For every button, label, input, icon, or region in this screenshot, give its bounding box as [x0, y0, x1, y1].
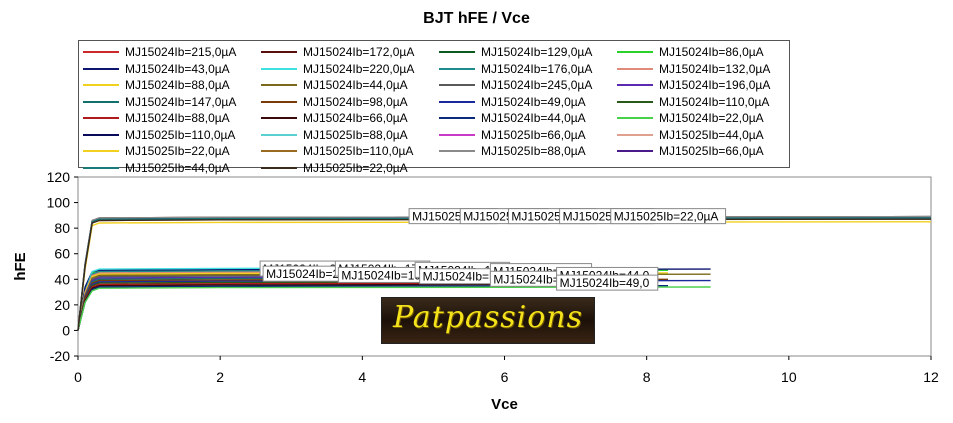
legend-swatch [83, 133, 119, 136]
legend-label: MJ15025Ib=22,0µA [125, 144, 230, 158]
legend-label: MJ15024Ib=172,0µA [303, 45, 415, 59]
legend-label: MJ15025Ib=44,0µA [659, 127, 764, 142]
legend-label: MJ15024Ib=176,0µA [481, 61, 593, 76]
legend-swatch [617, 100, 653, 103]
legend-label: MJ15025Ib=66,0µA [659, 144, 764, 158]
legend-swatch [261, 100, 297, 103]
legend-label: MJ15024Ib=44,0µA [303, 78, 408, 92]
legend-swatch [439, 133, 475, 136]
legend-label: MJ15024Ib=245,0µA [481, 78, 593, 92]
x-tick-label: 0 [74, 369, 82, 385]
legend-label: MJ15024Ib=98,0µA [303, 94, 408, 109]
x-tick-label: 10 [781, 369, 797, 385]
legend-label: MJ15025Ib=110,0µA [125, 127, 236, 142]
y-tick-label: 80 [54, 220, 70, 236]
legend-swatch [439, 117, 475, 119]
chart-legend: MJ15024Ib=215,0µA MJ15024Ib=172,0µA MJ1502… [78, 40, 790, 175]
legend-label: MJ15024Ib=129,0µA [481, 45, 593, 59]
legend-label: MJ15024Ib=110,0µA [659, 94, 770, 109]
y-tick-label: 20 [54, 297, 70, 313]
legend-swatch [617, 150, 653, 152]
legend-label: MJ15025Ib=110,0µA [303, 144, 414, 158]
annotation-label: MJ15024Ib=196, [341, 268, 431, 282]
legend-swatch [617, 117, 653, 119]
annotation-label: MJ15024Ib=49,0 [560, 276, 650, 290]
legend-label: MJ15024Ib=220,0µA [303, 61, 415, 76]
legend-swatch [617, 84, 653, 86]
legend-label: MJ15025Ib=66,0µA [481, 127, 586, 142]
annotation-box [556, 274, 659, 291]
legend-label: MJ15024Ib=66,0µA [303, 111, 408, 125]
legend-label: MJ15024Ib=215,0µA [125, 45, 237, 59]
legend-swatch [439, 100, 475, 103]
legend-swatch [261, 133, 297, 136]
y-axis-title: hFE [12, 252, 29, 280]
y-tick-label: -20 [50, 348, 70, 364]
x-tick-label: 8 [643, 369, 651, 385]
legend-swatch [261, 67, 297, 70]
legend-swatch [261, 84, 297, 86]
legend-label: MJ15024Ib=88,0µA [125, 78, 230, 92]
legend-swatch [439, 150, 475, 152]
legend-label: MJ15024Ib=132,0µA [659, 61, 771, 76]
x-tick-label: 4 [358, 369, 366, 385]
legend-swatch [439, 51, 475, 53]
legend-label: MJ15024Ib=22,0µA [659, 111, 764, 125]
legend-swatch [261, 150, 297, 152]
chart-title: BJT hFE / Vce [423, 10, 530, 27]
x-axis-title: Vce [491, 396, 518, 413]
legend-label: MJ15024Ib=147,0µA [125, 94, 237, 109]
annotation-label: MJ15025Ib=22,0µA [614, 210, 719, 224]
legend-swatch [83, 117, 119, 119]
legend-swatch [439, 67, 475, 70]
legend-swatch [83, 84, 119, 86]
legend-swatch [261, 166, 297, 169]
y-tick-label: 100 [47, 195, 71, 211]
legend-label: MJ15025Ib=22,0µA [303, 160, 408, 175]
legend-swatch [617, 133, 653, 136]
series-line [77, 286, 711, 331]
watermark-logo: Patpassions [381, 297, 595, 344]
legend-label: MJ15025Ib=44,0µA [125, 160, 230, 175]
legend-label: MJ15024Ib=44,0µA [481, 111, 586, 125]
legend-swatch [261, 51, 297, 53]
annotation-box [610, 208, 727, 225]
y-tick-label: 40 [54, 271, 70, 287]
legend-swatch [617, 51, 653, 53]
watermark-text: Patpassions [392, 300, 584, 335]
legend-label: MJ15024Ib=196,0µA [659, 78, 771, 92]
legend-swatch [83, 100, 119, 103]
y-tick-label: 120 [47, 169, 71, 185]
legend-swatch [83, 150, 119, 152]
legend-swatch [83, 166, 119, 169]
legend-label: MJ15024Ib=86,0µA [659, 45, 764, 59]
annotation-label: MJ15024Ib=147 [423, 270, 510, 284]
legend-label: MJ15024Ib=88,0µA [125, 111, 230, 125]
series-line [77, 218, 932, 331]
legend-swatch [261, 117, 297, 119]
y-tick-label: 60 [54, 246, 70, 262]
legend-label: MJ15025Ib=88,0µA [481, 144, 586, 158]
legend-label: MJ15025Ib=88,0µA [303, 127, 408, 142]
legend-swatch [83, 67, 119, 70]
x-tick-label: 6 [501, 369, 509, 385]
legend-swatch [617, 67, 653, 70]
x-tick-label: 2 [216, 369, 224, 385]
legend-swatch [439, 84, 475, 86]
y-tick-label: 0 [62, 322, 70, 338]
x-tick-label: 12 [923, 369, 939, 385]
legend-label: MJ15024Ib=49,0µA [481, 94, 586, 109]
legend-swatch [83, 51, 119, 53]
legend-label: MJ15024Ib=43,0µA [125, 61, 230, 76]
